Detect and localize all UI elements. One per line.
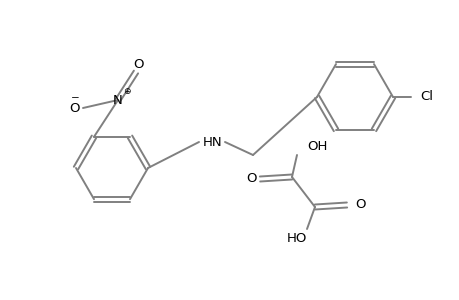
Text: OH: OH — [306, 140, 327, 154]
Text: O: O — [246, 172, 257, 185]
Text: O: O — [134, 58, 144, 70]
Text: O: O — [70, 101, 80, 115]
Text: N: N — [113, 94, 123, 106]
Text: HO: HO — [286, 232, 307, 244]
Text: −: − — [71, 93, 79, 103]
Text: Cl: Cl — [419, 91, 432, 103]
Text: O: O — [354, 199, 365, 212]
Text: HN: HN — [203, 136, 222, 148]
Text: ⊕: ⊕ — [123, 86, 130, 95]
